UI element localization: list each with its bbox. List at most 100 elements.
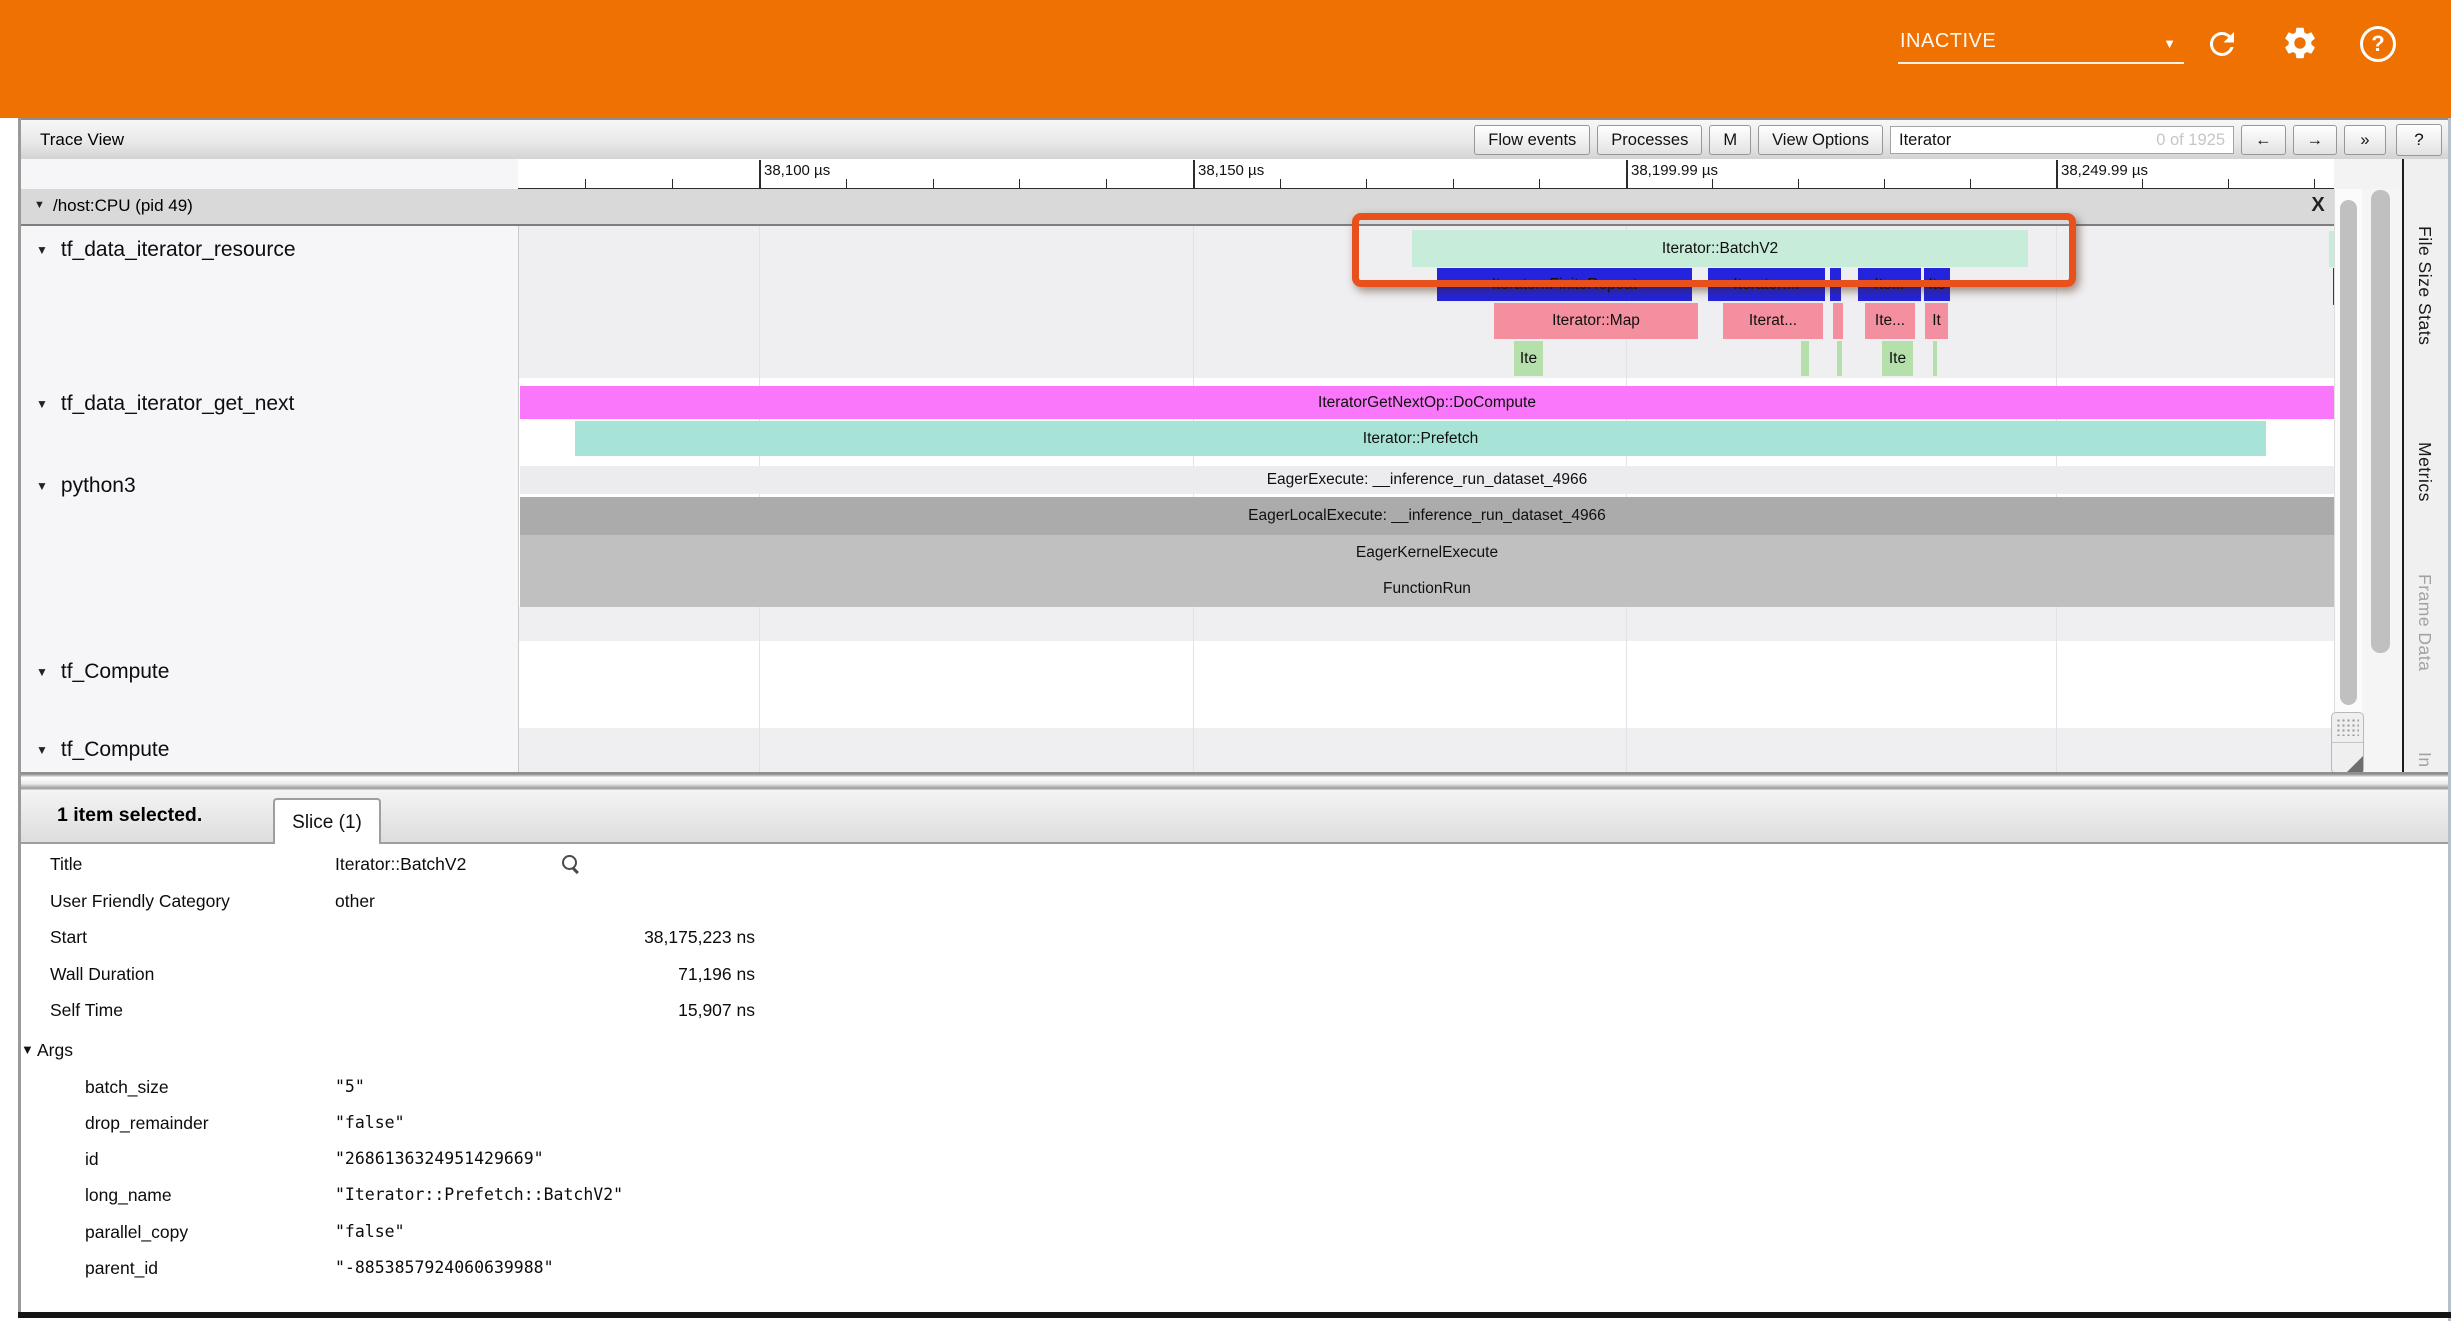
ruler-major-tick [1193,160,1195,188]
next-match-button[interactable]: → [2292,125,2337,155]
detail-label: User Friendly Category [50,890,230,911]
slice-it-truncated[interactable]: It [1925,303,1948,339]
search-value: Iterator [1899,130,1952,149]
slice-eager-kernel-execute[interactable]: EagerKernelExecute [520,535,2334,571]
process-header-host-cpu[interactable]: ▼ /host:CPU (pid 49) X [21,189,2334,226]
sidebar-tab-frame-data[interactable]: Frame Data [2415,574,2435,672]
window-right-border [2448,118,2451,1321]
slice-iterator-truncated[interactable]: Iterator:... [1708,268,1825,301]
ruler-tick-label: 38,100 µs [764,162,831,179]
chevron-down-icon[interactable]: ▼ [36,665,48,679]
arg-row-batch_size: batch_size "5" [21,1077,2451,1113]
close-process-button[interactable]: X [2311,193,2325,216]
slice-iterator-finiterepeat[interactable]: Iterator::FiniteRepeat [1437,268,1692,301]
track-row-label-tf_data_iterator_get_next[interactable]: ▼ tf_data_iterator_get_next [21,388,511,420]
process-title: /host:CPU (pid 49) [53,196,193,215]
triangle-down-icon[interactable]: ▼ [21,1041,34,1057]
track-row-label-tf_Compute[interactable]: ▼ tf_Compute [21,734,511,766]
track-name: python3 [60,474,136,497]
arg-row-parallel_copy: parallel_copy "false" [21,1222,2451,1258]
arg-key: drop_remainder [85,1112,209,1133]
tab-slice[interactable]: Slice (1) [273,798,381,846]
toolbar-button-flow-events[interactable]: Flow events [1474,125,1591,155]
track-name: tf_data_iterator_get_next [60,392,295,415]
collapse-caret-icon[interactable]: ▼ [34,199,45,211]
track-row-label-tf_data_iterator_resource[interactable]: ▼ tf_data_iterator_resource [21,234,511,266]
prev-match-button[interactable]: ← [2241,125,2286,155]
row-stripe [518,728,2334,772]
slice-ite-green-2[interactable]: Ite [1882,341,1913,376]
search-input[interactable]: Iterator 0 of 1925 [1890,126,2234,154]
slice-green-fragment-2[interactable] [1837,341,1842,376]
detail-row-title: Title Iterator::BatchV2 [21,854,2451,890]
magnifier-handle [572,867,579,874]
slice-pink-fragment[interactable] [1833,303,1843,339]
grip-divider [2332,742,2363,743]
toolbar-button-view-options[interactable]: View Options [1758,125,1883,155]
slice-iteratorgetnextop-docompute[interactable]: IteratorGetNextOp::DoCompute [520,386,2334,419]
track-row-label-python3[interactable]: ▼ python3 [21,470,511,502]
arg-value: "false" [335,1112,405,1132]
search-match-counter: 0 of 1925 [2156,130,2225,149]
slice-ite-truncated[interactable]: Ite... [1858,268,1921,301]
slice-function-run[interactable]: FunctionRun [520,571,2334,607]
slice-blue-thin-fragment[interactable] [2333,268,2334,305]
slice-green-fragment-1[interactable] [1801,341,1809,376]
magnifier-icon[interactable] [561,854,581,874]
slice-green-fragment-3[interactable] [1933,341,1937,376]
slice-iterator-prefetch[interactable]: Iterator::Prefetch [575,421,2266,456]
slice-iterat-truncated[interactable]: Iterat... [1723,303,1823,339]
jump-button[interactable]: » [2344,125,2386,155]
detail-value: 15,907 ns [678,1000,755,1020]
slice-blue-fragment[interactable] [1830,268,1841,301]
chevron-down-icon[interactable]: ▼ [36,397,48,411]
ruler-minor-tick [1019,179,1021,188]
chevron-down-icon[interactable]: ▼ [36,243,48,257]
details-panel: Title Iterator::BatchV2 User Friendly Cate… [21,844,2451,1312]
panel-splitter[interactable] [21,772,2451,790]
outer-scrollbar-thumb[interactable] [2371,190,2390,653]
toolbar-button-m[interactable]: M [1709,125,1752,155]
chevron-down-icon[interactable]: ▼ [36,479,48,493]
arg-row-drop_remainder: drop_remainder "false" [21,1113,2451,1149]
track-row-label-tf_Compute[interactable]: ▼ tf_Compute [21,656,511,688]
slice-ite-truncated-pink[interactable]: Ite... [1865,303,1915,339]
detail-value: Iterator::BatchV2 [335,854,467,874]
slice-mint-fragment[interactable] [2329,231,2334,267]
arg-value: "5" [335,1076,365,1096]
sidebar-tab-file-size-stats[interactable]: File Size Stats [2415,226,2435,346]
arg-key: parallel_copy [85,1221,189,1242]
slice-iterator-map[interactable]: Iterator::Map [1494,303,1698,339]
detail-row-start: Start 38,175,223 ns [21,927,2451,963]
track-area[interactable]: ▼ /host:CPU (pid 49) X ▼ tf_data_iterator_re… [21,189,2334,772]
ruler-minor-tick [2314,179,2315,188]
ruler-minor-tick [2228,179,2229,188]
ruler-minor-tick [845,179,847,188]
corner-resize-icon[interactable] [2346,756,2363,773]
sidebar-tab-metrics[interactable]: Metrics [2415,442,2435,502]
settings-button[interactable] [2278,21,2322,65]
profile-state-value: INACTIVE [1900,30,1997,52]
refresh-button[interactable] [2200,22,2244,66]
toolbar-controls: Flow events Processes M View Options Iterato… [1474,124,2386,156]
slice-eager-execute[interactable]: EagerExecute: __inference_run_dataset_49… [520,466,2334,494]
slice-ite[interactable]: Ite [1924,268,1950,301]
track-label-column: ▼ tf_data_iterator_resource ▼ tf_data_itera… [21,226,519,772]
args-header[interactable]: ▼ Args [21,1040,421,1076]
details-header-bar: 1 item selected. Slice (1) [21,790,2451,846]
help-button-header[interactable]: ? [2356,22,2400,66]
toolbar-button-processes[interactable]: Processes [1597,125,1703,155]
slice-ite-green[interactable]: Ite [1514,341,1543,376]
arg-row-long_name: long_name "Iterator::Prefetch::BatchV2" [21,1185,2451,1221]
sidebar-tab-in[interactable]: In [2415,752,2435,768]
chevron-down-icon[interactable]: ▼ [36,743,48,757]
trace-help-button[interactable]: ? [2396,124,2442,156]
ruler-minor-tick [1884,179,1885,188]
refresh-icon [2209,31,2234,56]
slice-eager-local-execute[interactable]: EagerLocalExecute: __inference_run_datas… [520,497,2334,535]
detail-value: 38,175,223 ns [644,927,755,947]
profile-state-select[interactable]: INACTIVE ▼ [1898,24,2184,64]
slice-iterator-batchv2[interactable]: Iterator::BatchV2 [1412,230,2028,267]
inner-scrollbar-thumb[interactable] [2340,200,2357,705]
timeline-ruler[interactable]: 38,100 µs 38,150 µs 38,199.99 µs 38,249.99 … [21,159,2448,189]
